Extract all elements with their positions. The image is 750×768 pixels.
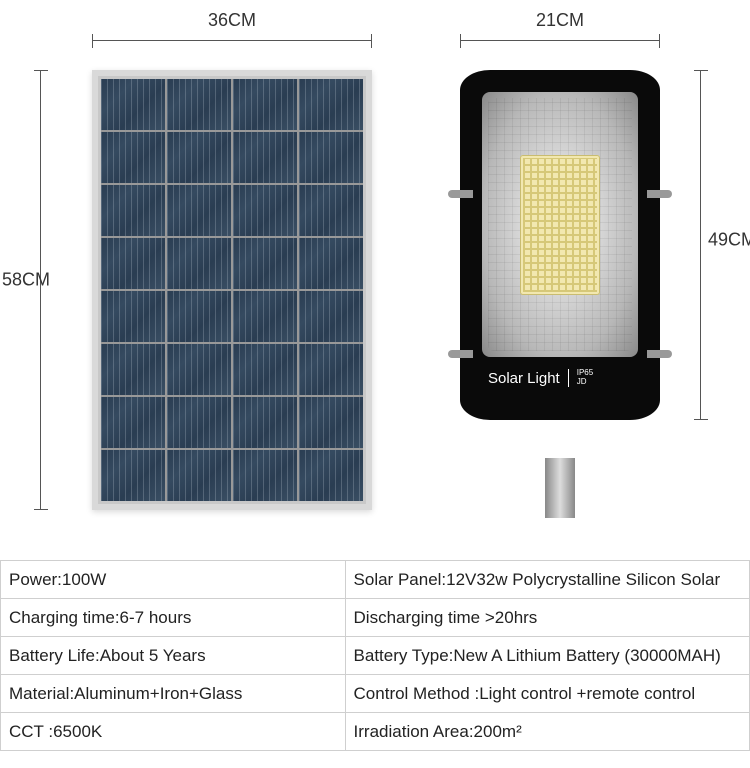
table-row: Material:Aluminum+Iron+GlassControl Meth… [1,675,750,713]
panel-cell [233,185,297,236]
panel-cell [299,132,363,183]
rating-jd: JD [577,378,593,387]
panel-cell [167,238,231,289]
panel-height-label: 58CM [2,270,57,291]
product-diagram: 36CM 58CM 21CM 49CM Solar Light IP65 JD [0,0,750,560]
panel-cell [101,450,165,501]
panel-cell [167,291,231,342]
spec-cell: CCT :6500K [1,713,346,751]
bracket-icon [647,350,672,358]
panel-cell [167,344,231,395]
separator-icon [568,369,569,387]
bracket-icon [448,190,473,198]
panel-cell [101,185,165,236]
panel-cell [167,132,231,183]
spec-cell: Discharging time >20hrs [345,599,749,637]
lamp-reflector [482,92,638,357]
panel-cell [167,79,231,130]
panel-cell [167,397,231,448]
lamp-brand-text: Solar Light [488,370,560,387]
table-row: Battery Life:About 5 YearsBattery Type:N… [1,637,750,675]
panel-cell [101,132,165,183]
table-row: Charging time:6-7 hoursDischarging time … [1,599,750,637]
panel-cell [299,185,363,236]
light-width-line [460,40,660,41]
panel-cell [299,344,363,395]
bracket-icon [647,190,672,198]
light-width-label: 21CM [460,10,660,31]
pole-icon [545,458,575,518]
panel-cell [101,238,165,289]
solar-panel-grid [101,79,363,501]
panel-cell [299,450,363,501]
panel-cell [233,291,297,342]
bracket-icon [448,350,473,358]
panel-cell [101,344,165,395]
spec-cell: Control Method :Light control +remote co… [345,675,749,713]
spec-cell: Power:100W [1,561,346,599]
panel-cell [167,185,231,236]
panel-cell [299,79,363,130]
panel-cell [233,450,297,501]
spec-cell: Battery Type:New A Lithium Battery (3000… [345,637,749,675]
lamp-rating: IP65 JD [577,369,593,387]
light-height-label: 49CM [708,230,750,251]
street-light-image: Solar Light IP65 JD [460,70,660,510]
panel-cell [233,397,297,448]
panel-cell [299,397,363,448]
panel-cell [101,291,165,342]
table-row: CCT :6500KIrradiation Area:200m² [1,713,750,751]
panel-cell [101,397,165,448]
panel-width-line [92,40,372,41]
panel-cell [233,344,297,395]
solar-panel-image [92,70,372,510]
panel-cell [167,450,231,501]
spec-cell: Material:Aluminum+Iron+Glass [1,675,346,713]
spec-cell: Charging time:6-7 hours [1,599,346,637]
panel-cell [233,79,297,130]
panel-cell [101,79,165,130]
pole-joint-icon [535,418,585,458]
spec-cell: Battery Life:About 5 Years [1,637,346,675]
panel-cell [233,238,297,289]
panel-width-label: 36CM [92,10,372,31]
table-row: Power:100WSolar Panel:12V32w Polycrystal… [1,561,750,599]
panel-cell [299,291,363,342]
spec-table: Power:100WSolar Panel:12V32w Polycrystal… [0,560,750,751]
light-height-line [700,70,701,420]
panel-cell [299,238,363,289]
panel-cell [233,132,297,183]
spec-cell: Irradiation Area:200m² [345,713,749,751]
spec-cell: Solar Panel:12V32w Polycrystalline Silic… [345,561,749,599]
lamp-head: Solar Light IP65 JD [460,70,660,420]
lamp-brand-label: Solar Light IP65 JD [482,369,638,387]
led-array-icon [520,155,600,295]
